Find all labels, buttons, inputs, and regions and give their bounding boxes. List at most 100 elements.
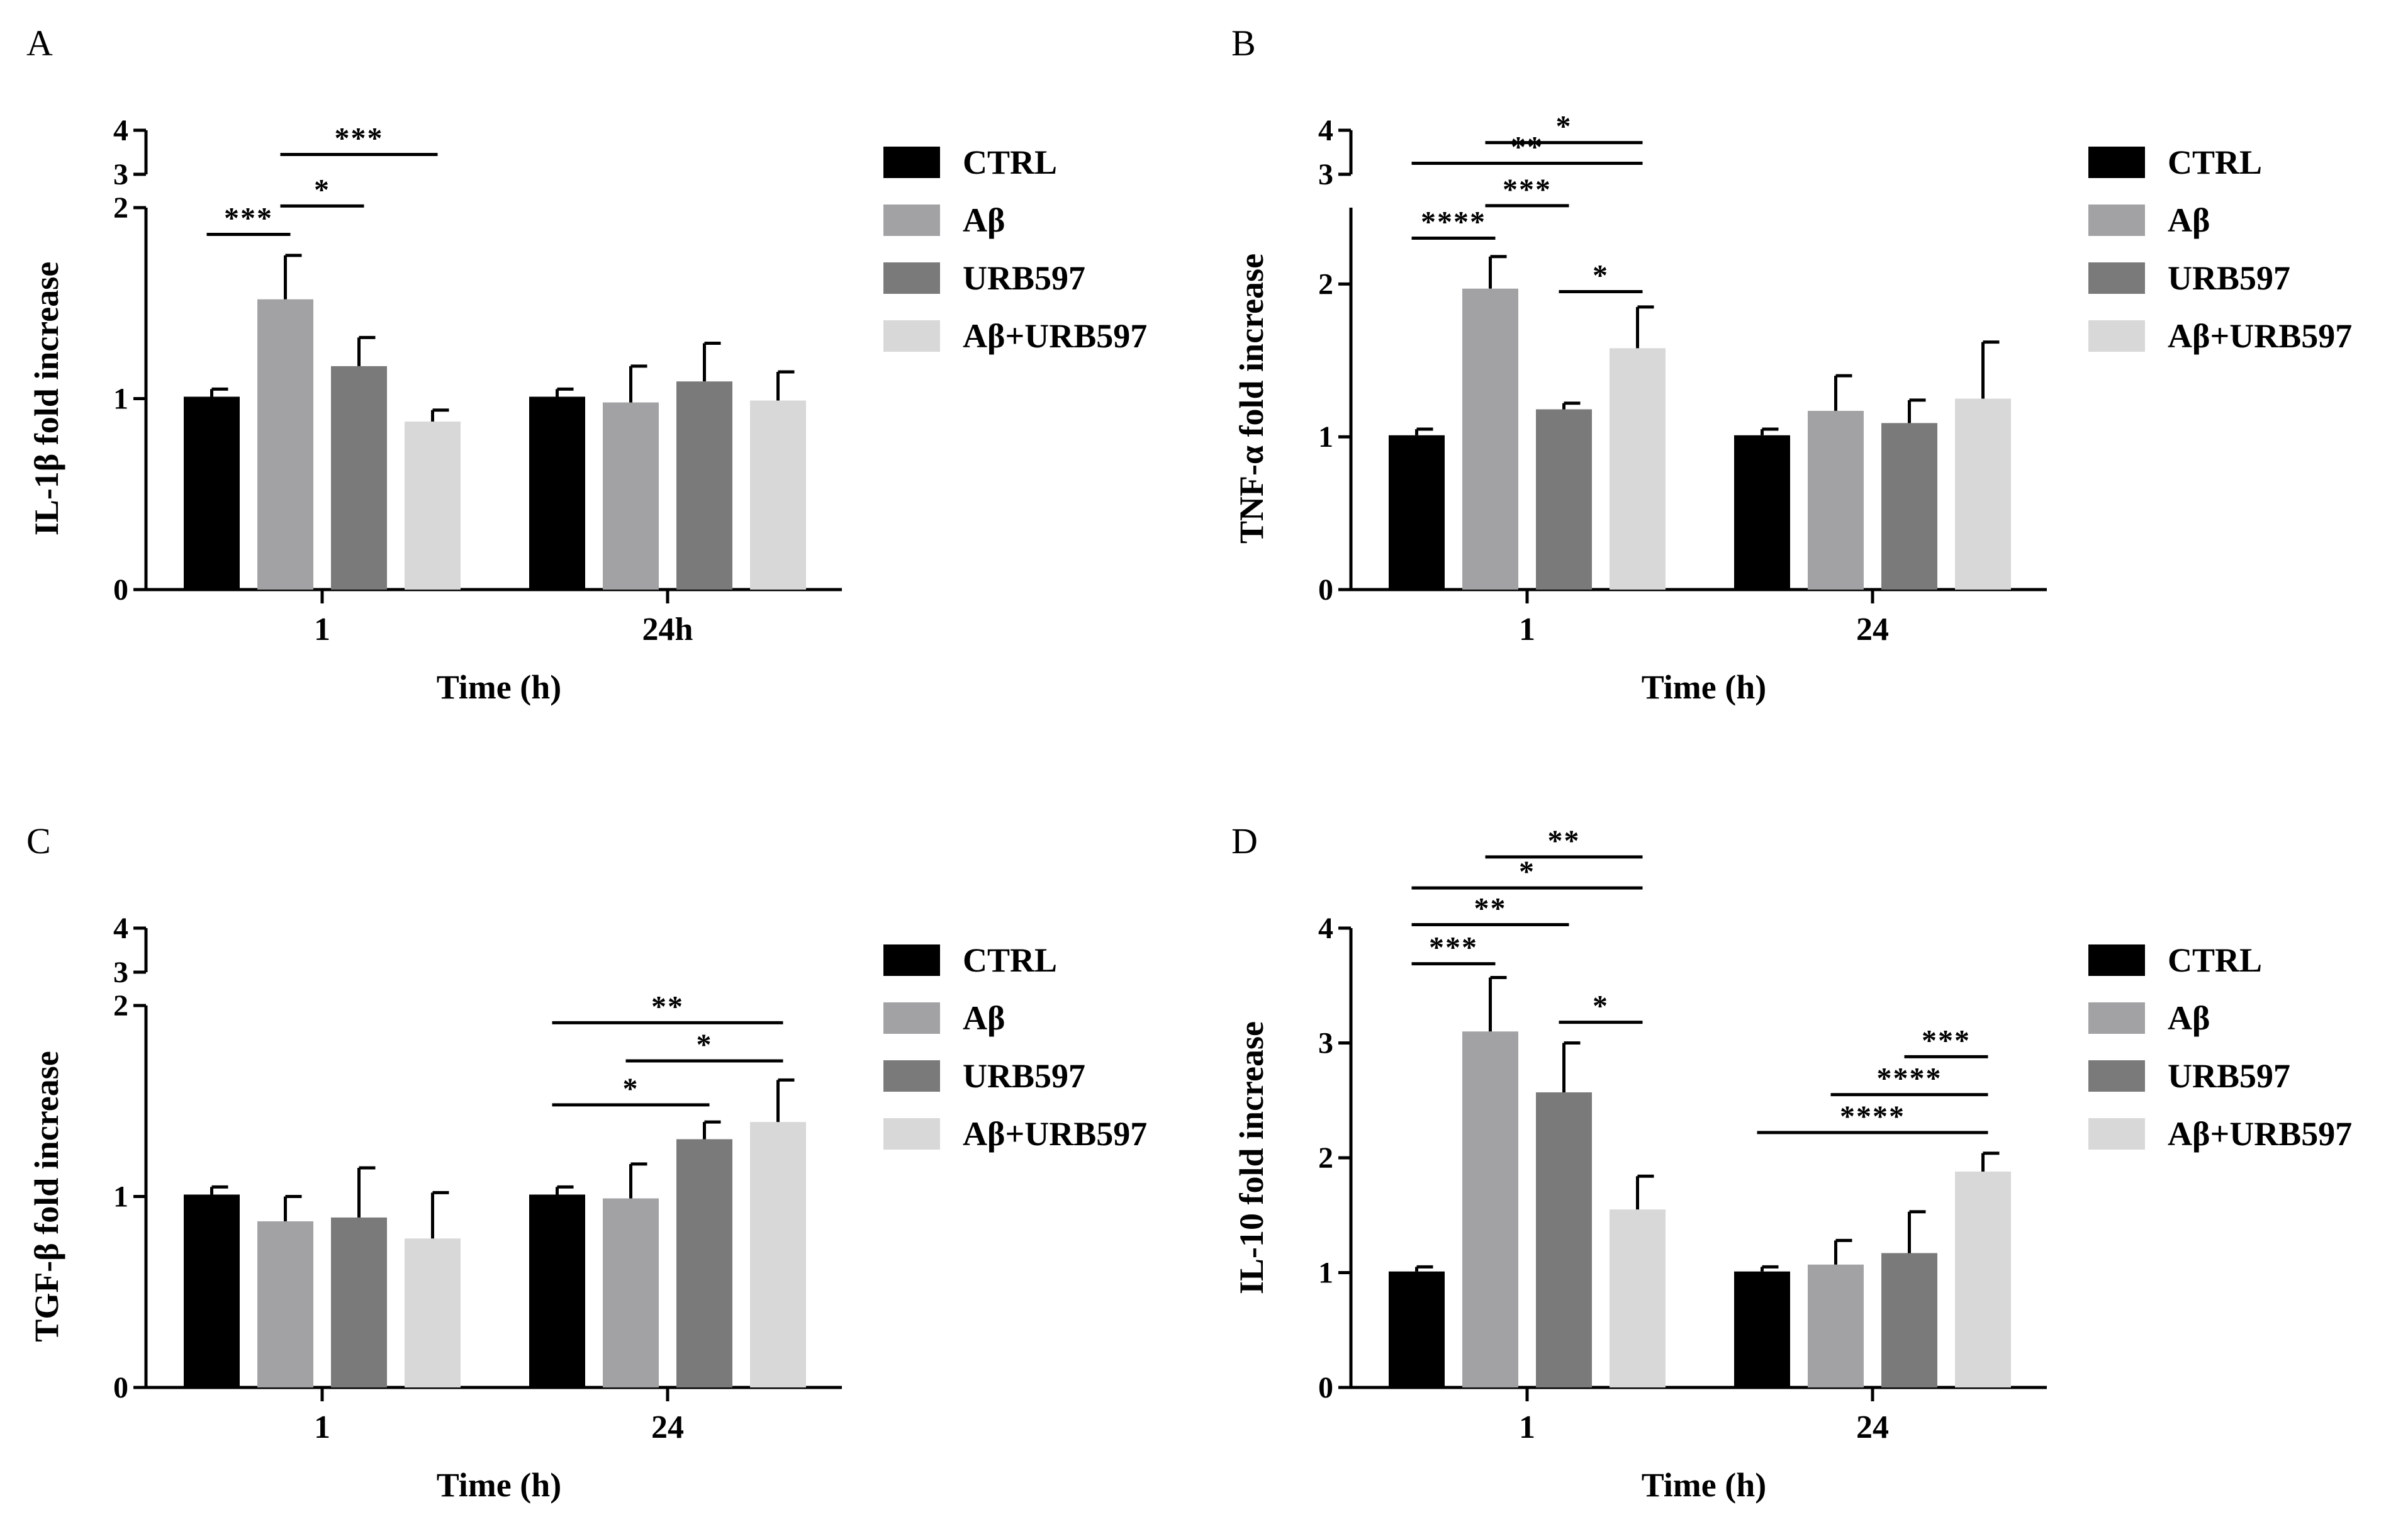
significance-label: *** <box>1503 173 1552 206</box>
bar <box>1462 1031 1518 1387</box>
legend-label: Aβ <box>2168 999 2210 1037</box>
bar <box>1610 1209 1666 1387</box>
bar <box>1734 435 1790 590</box>
legend-swatch <box>2088 1118 2145 1150</box>
legend-swatch <box>2088 1002 2145 1034</box>
y-tick-label: 0 <box>1318 1371 1333 1404</box>
bar <box>1389 1271 1445 1387</box>
significance-label: *** <box>335 122 384 155</box>
x-category-label: 24 <box>651 1409 684 1445</box>
x-category-label: 1 <box>314 1409 330 1445</box>
bar <box>257 1221 313 1387</box>
bar <box>1610 348 1666 590</box>
legend-swatch <box>2088 205 2145 236</box>
significance-label: ** <box>651 990 684 1023</box>
bar <box>1536 1092 1592 1387</box>
significance-label: ** <box>1548 824 1581 858</box>
x-axis-title: Time (h) <box>1642 668 1767 706</box>
bar <box>1881 1253 1937 1387</box>
bar <box>1536 409 1592 590</box>
bar <box>405 421 461 590</box>
bar <box>1808 410 1864 590</box>
x-category-label: 24 <box>1856 1409 1889 1445</box>
y-tick-label: 3 <box>113 158 128 191</box>
y-tick-label: 1 <box>1318 420 1333 454</box>
x-category-label: 1 <box>1519 1409 1535 1445</box>
y-tick-label: 1 <box>113 1180 128 1214</box>
y-tick-label: 2 <box>1318 1141 1333 1175</box>
x-axis-title: Time (h) <box>437 668 562 706</box>
bar <box>676 1139 732 1387</box>
legend-label: Aβ <box>2168 201 2210 239</box>
significance-label: * <box>697 1028 713 1062</box>
y-tick-label: 4 <box>1318 114 1333 147</box>
y-tick-label: 3 <box>113 956 128 989</box>
legend-swatch <box>883 944 940 976</box>
y-axis-title: TGF-β fold increase <box>28 1051 65 1342</box>
y-axis-title: IL-1β fold increase <box>28 262 65 535</box>
bar <box>603 402 659 590</box>
panel-letter: C <box>26 821 51 861</box>
panel-letter: A <box>26 23 53 64</box>
legend-swatch <box>2088 944 2145 976</box>
y-tick-label: 4 <box>113 912 128 945</box>
y-tick-label: 1 <box>113 383 128 416</box>
legend-swatch <box>883 262 940 294</box>
x-category-label: 24 <box>1856 612 1889 647</box>
legend-label: Aβ+URB597 <box>963 317 1147 355</box>
legend-label: Aβ <box>963 201 1005 239</box>
bar <box>676 381 732 590</box>
x-category-label: 24h <box>642 612 693 647</box>
bar <box>405 1238 461 1387</box>
y-tick-label: 4 <box>113 114 128 147</box>
y-tick-label: 0 <box>113 573 128 607</box>
y-tick-label: 2 <box>1318 267 1333 301</box>
y-tick-label: 2 <box>113 989 128 1023</box>
y-tick-label: 1 <box>1318 1257 1333 1290</box>
significance-label: * <box>1593 990 1609 1023</box>
legend-label: URB597 <box>2168 259 2290 297</box>
legend-label: URB597 <box>963 1057 1085 1095</box>
x-category-label: 1 <box>314 612 330 647</box>
y-axis-title: IL-10 fold increase <box>1233 1021 1270 1294</box>
significance-label: *** <box>224 201 273 235</box>
legend-label: URB597 <box>2168 1057 2290 1095</box>
significance-label: * <box>1556 110 1572 143</box>
significance-label: **** <box>1840 1100 1905 1133</box>
significance-label: ** <box>1474 892 1507 926</box>
y-axis-title: TNF-α fold increase <box>1233 254 1270 544</box>
legend-label: Aβ+URB597 <box>963 1115 1147 1153</box>
x-axis-title: Time (h) <box>1642 1466 1767 1504</box>
legend-swatch <box>883 1060 940 1092</box>
bar <box>1881 423 1937 590</box>
legend-swatch <box>883 205 940 236</box>
x-category-label: 1 <box>1519 612 1535 647</box>
significance-label: * <box>1519 855 1535 888</box>
y-tick-label: 4 <box>1318 912 1333 945</box>
x-axis-title: Time (h) <box>437 1466 562 1504</box>
y-tick-label: 3 <box>1318 158 1333 191</box>
bar <box>1734 1271 1790 1387</box>
y-tick-label: 3 <box>1318 1027 1333 1060</box>
legend-swatch <box>2088 147 2145 178</box>
bar <box>331 1217 387 1387</box>
bar <box>184 396 240 590</box>
bar <box>1955 398 2011 590</box>
bar <box>529 396 585 590</box>
y-tick-label: 2 <box>113 191 128 225</box>
y-tick-label: 0 <box>1318 573 1333 607</box>
bar <box>1462 288 1518 590</box>
legend-label: Aβ+URB597 <box>2168 1115 2352 1153</box>
bar <box>603 1198 659 1387</box>
panel-letter: B <box>1231 23 1256 64</box>
bar <box>750 1122 806 1387</box>
legend-swatch <box>2088 320 2145 352</box>
significance-label: * <box>623 1072 639 1106</box>
legend-label: CTRL <box>2168 143 2262 181</box>
significance-label: **** <box>1421 206 1486 239</box>
legend-label: Aβ <box>963 999 1005 1037</box>
panel-letter: D <box>1231 821 1258 861</box>
legend-label: Aβ+URB597 <box>2168 317 2352 355</box>
